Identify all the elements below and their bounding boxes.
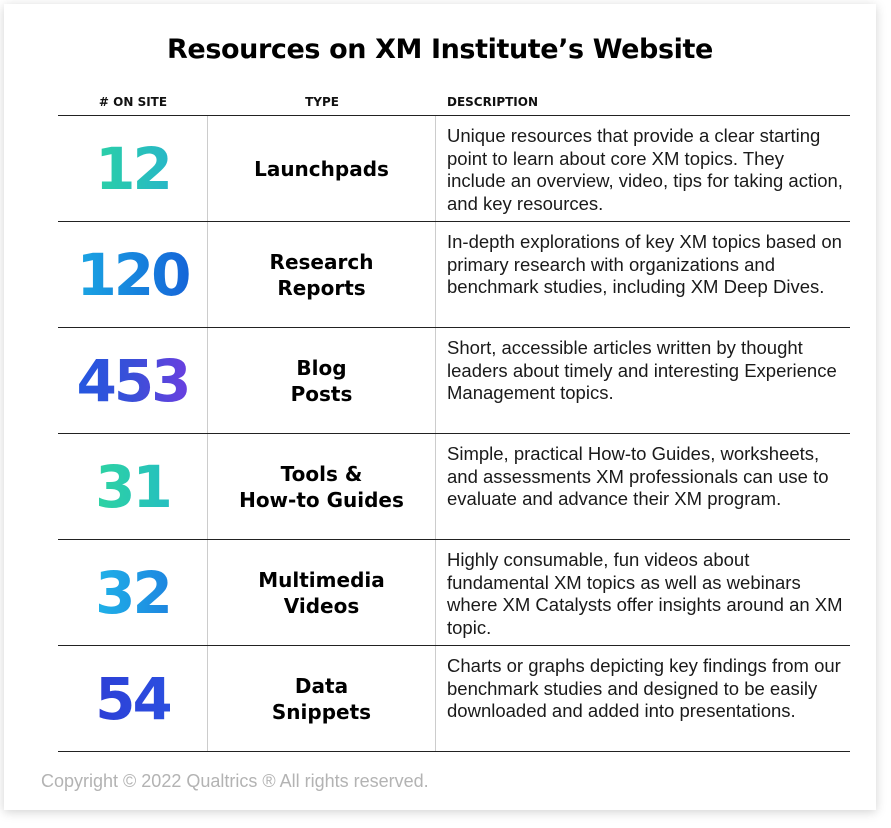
table-row-multimedia-videos: 32 Multimedia Videos Highly consumable, … <box>58 540 850 646</box>
type-cell: Multimedia Videos <box>208 540 436 645</box>
type-cell: Data Snippets <box>208 646 436 751</box>
table-row-blog-posts: 453 Blog Posts Short, accessible article… <box>58 328 850 434</box>
count-value: 32 <box>95 558 173 627</box>
column-header-description: DESCRIPTION <box>447 95 539 109</box>
description-text: Short, accessible articles written by th… <box>447 337 837 403</box>
resources-card: Resources on XM Institute’s Website # ON… <box>4 4 876 810</box>
type-cell: Research Reports <box>208 222 436 327</box>
count-value: 31 <box>95 452 173 521</box>
type-cell: Blog Posts <box>208 328 436 433</box>
description-cell: Simple, practical How-to Guides, workshe… <box>436 434 850 539</box>
count-cell: 120 <box>58 222 208 327</box>
page-title: Resources on XM Institute’s Website <box>167 34 713 65</box>
table-row-launchpads: 12 Launchpads Unique resources that prov… <box>58 116 850 222</box>
count-value: 12 <box>95 134 173 203</box>
description-text: Simple, practical How-to Guides, workshe… <box>447 443 829 509</box>
type-label: Data Snippets <box>271 673 372 724</box>
type-label: Multimedia Videos <box>258 567 385 618</box>
description-cell: In-depth explorations of key XM topics b… <box>436 222 850 327</box>
count-value: 453 <box>76 346 191 415</box>
table-row-research-reports: 120 Research Reports In-depth exploratio… <box>58 222 850 328</box>
column-header-type: TYPE <box>305 95 339 109</box>
type-label: Launchpads <box>254 156 389 181</box>
table-row-data-snippets: 54 Data Snippets Charts or graphs depict… <box>58 646 850 752</box>
description-cell: Charts or graphs depicting key findings … <box>436 646 850 751</box>
count-value: 120 <box>76 240 191 309</box>
description-cell: Highly consumable, fun videos about fund… <box>436 540 850 645</box>
column-header-count: # ON SITE <box>98 95 168 109</box>
type-cell: Tools & How-to Guides <box>208 434 436 539</box>
count-cell: 32 <box>58 540 208 645</box>
type-label: Tools & How-to Guides <box>239 461 404 512</box>
resources-table: 12 Launchpads Unique resources that prov… <box>58 116 850 752</box>
count-cell: 453 <box>58 328 208 433</box>
description-cell: Short, accessible articles written by th… <box>436 328 850 433</box>
count-cell: 12 <box>58 116 208 221</box>
type-label: Research Reports <box>269 249 374 300</box>
count-cell: 31 <box>58 434 208 539</box>
table-row-tools-guides: 31 Tools & How-to Guides Simple, practic… <box>58 434 850 540</box>
description-cell: Unique resources that provide a clear st… <box>436 116 850 221</box>
type-cell: Launchpads <box>208 116 436 221</box>
description-text: Charts or graphs depicting key findings … <box>447 655 841 721</box>
table-header: # ON SITE TYPE DESCRIPTION <box>58 94 850 116</box>
count-value: 54 <box>95 664 173 733</box>
type-label: Blog Posts <box>290 355 353 406</box>
description-text: In-depth explorations of key XM topics b… <box>447 231 842 297</box>
count-cell: 54 <box>58 646 208 751</box>
description-text: Highly consumable, fun videos about fund… <box>447 549 843 638</box>
description-text: Unique resources that provide a clear st… <box>447 125 843 214</box>
copyright-footer: Copyright © 2022 Qualtrics ® All rights … <box>41 771 429 791</box>
